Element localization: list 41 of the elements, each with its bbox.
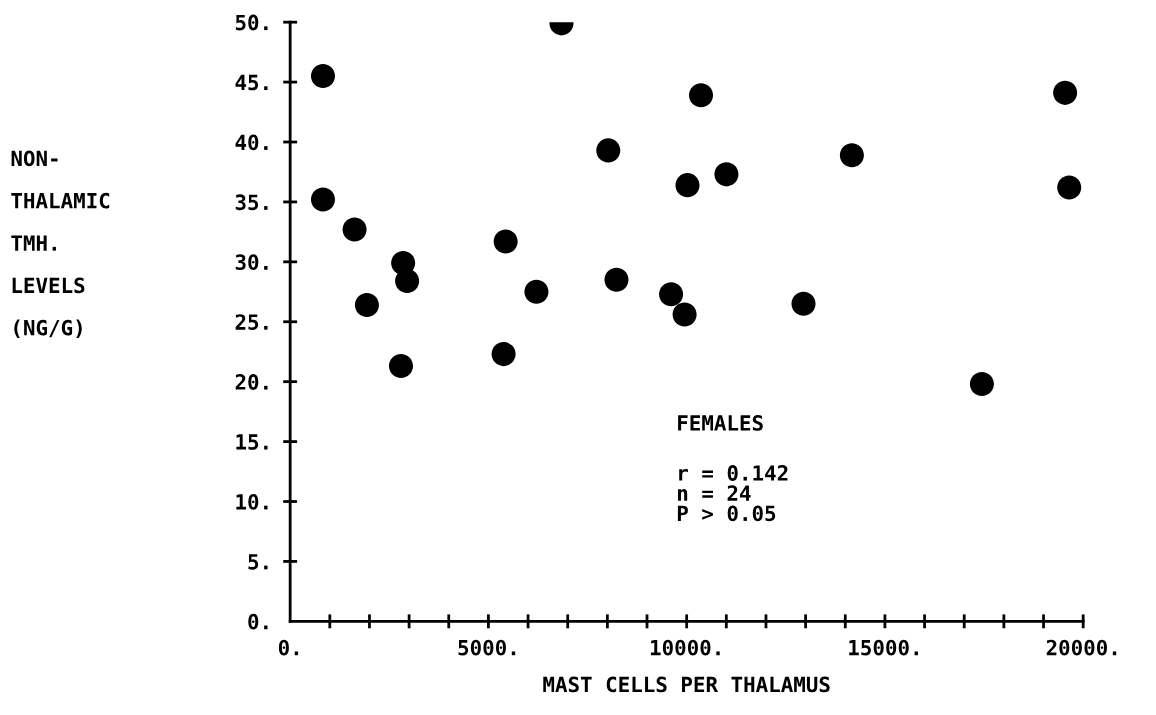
point <box>1057 175 1082 200</box>
annotation: FEMALES <box>678 415 763 431</box>
y-tick-label: 20. <box>235 374 268 390</box>
y-tick-label: 25. <box>235 314 268 330</box>
y-tick-label: 5. <box>248 554 268 570</box>
point <box>493 229 518 254</box>
x-tick-label: 5000. <box>458 639 516 656</box>
y-tick-label: 0. <box>248 613 268 630</box>
annotation: r = 0.142 n = 24 P > 0.05 <box>677 465 788 522</box>
point <box>354 292 379 317</box>
y-tick-label: 30. <box>235 254 268 271</box>
y-tick-label: 35. <box>235 194 268 211</box>
y-tick-label: 15. <box>236 434 268 450</box>
point <box>491 342 516 367</box>
y-tick-label: 45. <box>235 74 268 91</box>
point <box>791 291 816 316</box>
point <box>604 267 629 292</box>
y-tick-label: 10. <box>236 493 268 510</box>
x-axis-title: MAST CELLS PER THALAMUS <box>543 676 830 693</box>
point <box>839 143 864 168</box>
point <box>310 64 336 89</box>
point <box>342 217 367 242</box>
text: NON- THALAMIC TMH. LEVELS (NG/G) <box>11 150 110 339</box>
y-tick-label: 40. <box>235 134 268 151</box>
point <box>388 354 414 379</box>
y-tick-label: 50. <box>235 14 268 31</box>
point <box>310 187 336 212</box>
x-tick-label: 10000. <box>650 639 720 656</box>
point <box>675 173 700 198</box>
point <box>1053 80 1078 105</box>
point <box>688 83 714 108</box>
x-tick-label: 15000. <box>849 639 918 656</box>
x-tick-label: 20000. <box>1046 639 1117 656</box>
point <box>969 372 994 397</box>
point <box>395 268 420 294</box>
point <box>596 138 621 163</box>
point <box>524 279 549 304</box>
point <box>659 282 684 307</box>
point <box>672 302 697 327</box>
x-tick-label: 0. <box>278 639 299 656</box>
point <box>714 162 739 187</box>
